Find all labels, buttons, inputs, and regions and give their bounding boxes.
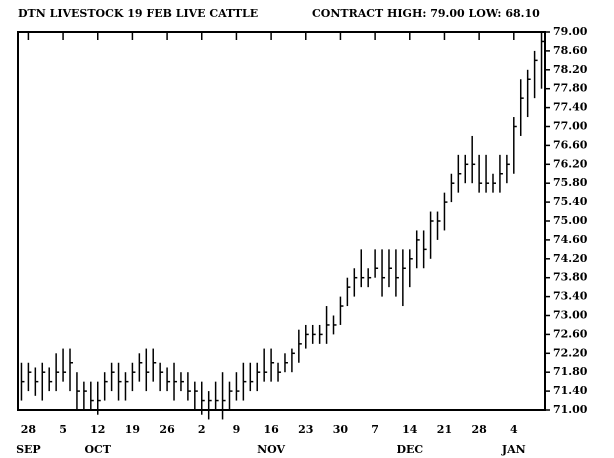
y-tick-label: 77.40 bbox=[553, 101, 588, 114]
x-tick-label: 21 bbox=[437, 423, 452, 436]
y-tick-label: 74.20 bbox=[553, 252, 588, 265]
x-tick-label: 30 bbox=[333, 423, 349, 436]
y-tick-label: 77.80 bbox=[553, 82, 588, 95]
x-tick-label: 28 bbox=[471, 423, 487, 436]
x-tick-label: 28 bbox=[21, 423, 37, 436]
x-month-label: SEP bbox=[16, 443, 41, 456]
y-tick-label: 76.60 bbox=[553, 138, 588, 151]
x-tick-label: 12 bbox=[90, 423, 105, 436]
x-tick-label: 19 bbox=[125, 423, 140, 436]
x-tick-label: 5 bbox=[59, 423, 67, 436]
x-tick-label: 26 bbox=[159, 423, 175, 436]
x-month-label: OCT bbox=[84, 443, 111, 456]
y-tick-label: 75.40 bbox=[553, 195, 588, 208]
y-tick-label: 71.40 bbox=[553, 384, 588, 397]
y-tick-label: 75.80 bbox=[553, 176, 588, 189]
y-tick-label: 78.20 bbox=[553, 63, 588, 76]
chart-subtitle: CONTRACT HIGH: 79.00 LOW: 68.10 bbox=[312, 7, 540, 20]
y-tick-label: 71.00 bbox=[553, 403, 588, 416]
x-tick-label: 9 bbox=[233, 423, 241, 436]
y-tick-label: 72.20 bbox=[553, 346, 588, 359]
y-tick-label: 74.60 bbox=[553, 233, 588, 246]
chart-title: DTN LIVESTOCK 19 FEB LIVE CATTLE bbox=[18, 7, 258, 20]
x-tick-label: 23 bbox=[298, 423, 313, 436]
x-month-label: JAN bbox=[501, 443, 526, 456]
x-tick-label: 4 bbox=[510, 423, 518, 436]
x-month-label: NOV bbox=[257, 443, 285, 456]
y-tick-label: 78.60 bbox=[553, 44, 588, 57]
y-tick-label: 77.00 bbox=[553, 120, 588, 133]
x-tick-label: 14 bbox=[402, 423, 418, 436]
y-tick-label: 79.00 bbox=[553, 25, 588, 38]
x-tick-label: 2 bbox=[198, 423, 206, 436]
x-tick-label: 7 bbox=[371, 423, 379, 436]
y-tick-label: 75.00 bbox=[553, 214, 588, 227]
y-tick-label: 72.60 bbox=[553, 327, 588, 340]
x-tick-label: 16 bbox=[263, 423, 279, 436]
y-tick-label: 73.40 bbox=[553, 290, 588, 303]
y-tick-label: 71.80 bbox=[553, 365, 588, 378]
y-tick-label: 73.00 bbox=[553, 309, 588, 322]
plot-frame bbox=[17, 31, 546, 411]
y-tick-label: 76.20 bbox=[553, 157, 588, 170]
y-tick-label: 73.80 bbox=[553, 271, 588, 284]
x-month-label: DEC bbox=[396, 443, 423, 456]
